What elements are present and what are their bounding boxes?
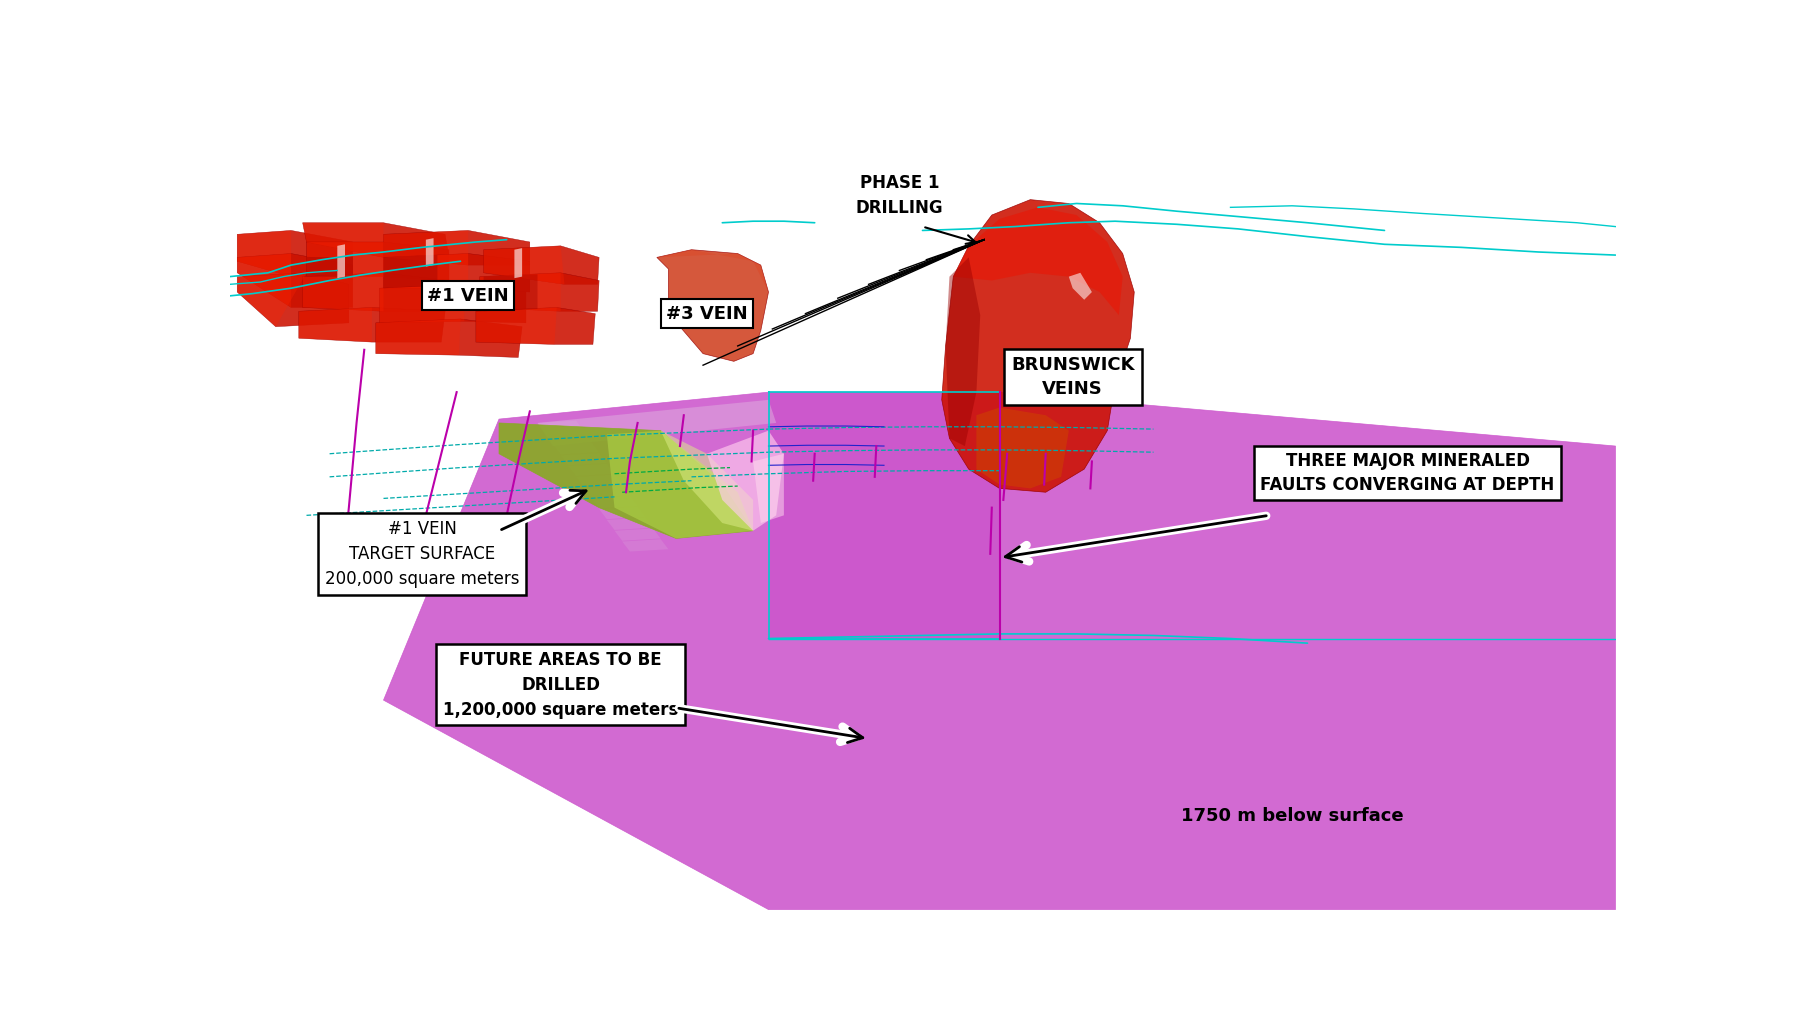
Polygon shape (238, 273, 349, 327)
Polygon shape (302, 223, 383, 258)
Polygon shape (1069, 273, 1093, 299)
Polygon shape (657, 249, 769, 362)
Polygon shape (481, 273, 560, 312)
Polygon shape (538, 400, 776, 446)
Polygon shape (545, 431, 592, 444)
Text: PHASE 1
DRILLING: PHASE 1 DRILLING (855, 175, 943, 218)
Polygon shape (383, 256, 437, 288)
Polygon shape (945, 258, 981, 446)
Polygon shape (954, 207, 1123, 315)
Polygon shape (376, 319, 461, 356)
Polygon shape (607, 518, 653, 530)
Polygon shape (475, 308, 596, 344)
Polygon shape (707, 430, 785, 530)
Polygon shape (337, 244, 346, 278)
Polygon shape (607, 430, 752, 539)
Polygon shape (306, 258, 353, 277)
Polygon shape (484, 246, 565, 284)
Polygon shape (560, 453, 607, 465)
Polygon shape (238, 253, 292, 308)
Polygon shape (427, 238, 434, 267)
Polygon shape (569, 464, 614, 476)
Polygon shape (976, 408, 1069, 489)
Polygon shape (941, 199, 1134, 493)
Polygon shape (576, 474, 623, 486)
Text: #1 VEIN: #1 VEIN (427, 287, 509, 305)
Polygon shape (302, 273, 448, 312)
Polygon shape (299, 308, 445, 342)
Polygon shape (383, 230, 468, 265)
Polygon shape (484, 246, 599, 284)
Polygon shape (376, 319, 522, 358)
Polygon shape (752, 454, 785, 523)
Polygon shape (238, 253, 353, 308)
Polygon shape (306, 242, 448, 280)
Polygon shape (238, 273, 306, 327)
Polygon shape (592, 496, 637, 508)
Text: 1750 m below surface: 1750 m below surface (1181, 806, 1404, 825)
Polygon shape (538, 421, 583, 433)
Polygon shape (553, 443, 599, 455)
Text: BRUNSWICK
VEINS: BRUNSWICK VEINS (1012, 356, 1134, 398)
Polygon shape (383, 253, 468, 288)
Text: FUTURE AREAS TO BE
DRILLED
1,200,000 square meters: FUTURE AREAS TO BE DRILLED 1,200,000 squ… (443, 651, 679, 718)
Polygon shape (623, 540, 668, 552)
Polygon shape (306, 242, 383, 277)
Polygon shape (380, 284, 464, 323)
Text: #1 VEIN
TARGET SURFACE
200,000 square meters: #1 VEIN TARGET SURFACE 200,000 square me… (324, 520, 518, 588)
Polygon shape (481, 273, 599, 312)
Polygon shape (238, 230, 353, 277)
Polygon shape (657, 249, 769, 292)
Polygon shape (383, 230, 529, 265)
Polygon shape (299, 308, 373, 342)
Polygon shape (661, 430, 752, 530)
Polygon shape (302, 273, 383, 312)
Text: #3 VEIN: #3 VEIN (666, 305, 747, 323)
Text: THREE MAJOR MINERALED
FAULTS CONVERGING AT DEPTH: THREE MAJOR MINERALED FAULTS CONVERGING … (1260, 452, 1555, 494)
Polygon shape (614, 528, 661, 541)
Polygon shape (238, 230, 292, 277)
Polygon shape (383, 253, 529, 292)
Polygon shape (475, 308, 556, 344)
Polygon shape (380, 284, 526, 323)
Polygon shape (515, 248, 522, 278)
Polygon shape (383, 392, 1616, 910)
Polygon shape (599, 507, 644, 519)
Polygon shape (583, 485, 630, 498)
Polygon shape (484, 274, 538, 312)
Polygon shape (499, 423, 752, 539)
Polygon shape (769, 392, 999, 639)
Polygon shape (302, 223, 448, 258)
